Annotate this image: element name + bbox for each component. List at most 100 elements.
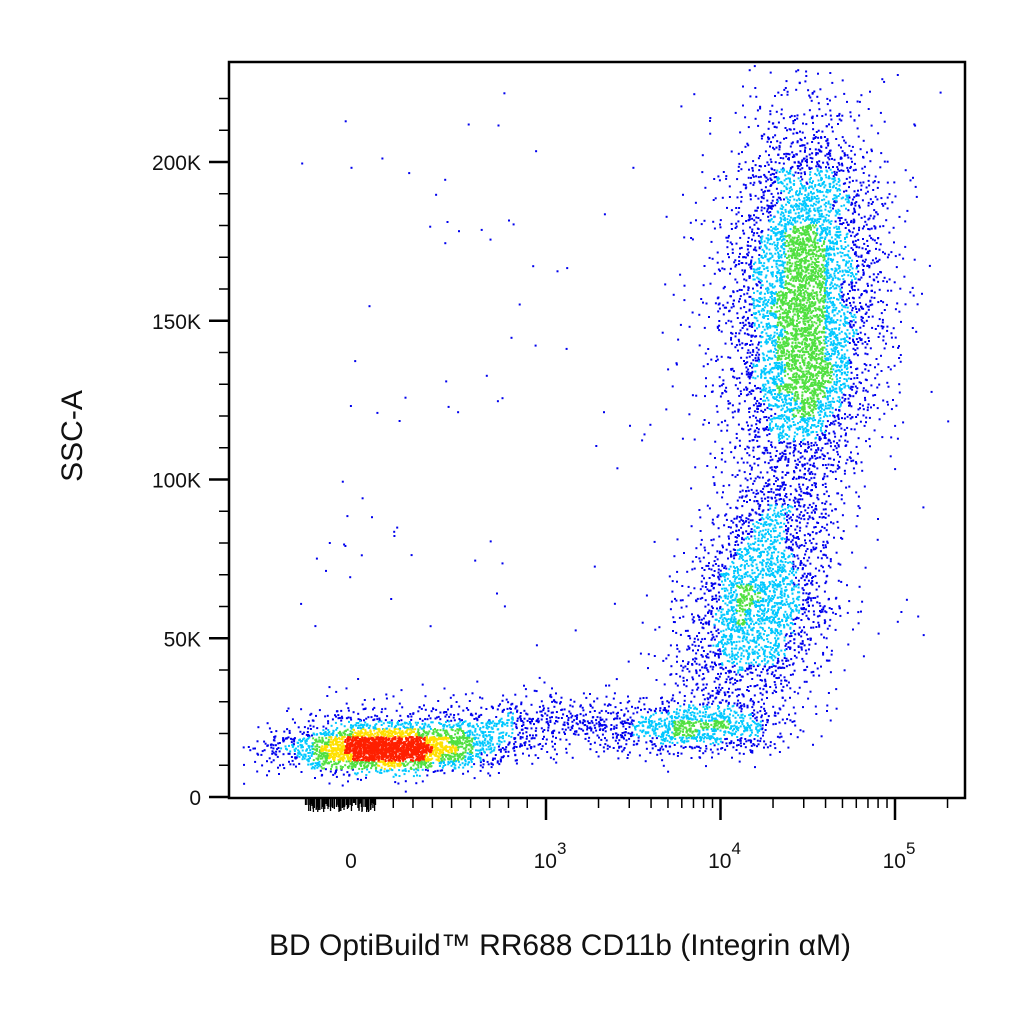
event-dot <box>701 646 704 649</box>
event-dot <box>614 739 617 742</box>
event-dot <box>272 739 275 742</box>
event-dot <box>786 464 788 467</box>
event-dot <box>806 450 808 453</box>
event-dot <box>660 745 663 748</box>
event-dot <box>680 745 683 748</box>
event-dot <box>754 722 757 725</box>
event-dot <box>817 447 820 450</box>
event-dot <box>579 713 582 716</box>
event-dot <box>871 303 874 306</box>
event-dot <box>437 700 440 702</box>
event-dot <box>685 737 688 740</box>
event-dot <box>656 753 659 756</box>
event-dot <box>717 686 720 689</box>
event-dot <box>741 496 743 499</box>
event-dot <box>426 718 429 721</box>
event-dot <box>731 531 734 534</box>
event-dot <box>780 682 783 685</box>
event-dot <box>816 615 819 618</box>
event-dot <box>705 385 707 388</box>
event-dot <box>380 772 383 774</box>
event-dot <box>568 710 571 713</box>
event-dot <box>753 685 756 688</box>
event-dot <box>818 439 821 442</box>
event-dot <box>649 423 652 426</box>
event-dot <box>519 744 522 747</box>
event-dot <box>770 202 773 205</box>
event-dot <box>822 508 825 511</box>
event-dot <box>860 382 862 385</box>
event-dot <box>579 705 582 708</box>
event-dot <box>714 302 717 305</box>
event-dot <box>735 749 738 751</box>
event-dot <box>870 150 873 153</box>
event-dot <box>287 736 290 739</box>
event-dot <box>803 611 806 614</box>
event-dot <box>580 728 583 731</box>
event-dot <box>822 458 825 460</box>
event-dot <box>347 707 350 710</box>
event-dot <box>817 498 820 501</box>
event-dot <box>848 413 851 416</box>
event-dot <box>492 720 495 723</box>
event-dot <box>786 90 789 93</box>
event-dot <box>706 703 709 706</box>
event-dot <box>769 214 772 217</box>
event-dot <box>788 498 791 501</box>
event-dot <box>774 496 777 499</box>
event-dot <box>526 735 528 738</box>
event-dot <box>554 742 556 745</box>
event-dot <box>695 672 698 675</box>
event-dot <box>831 130 834 133</box>
event-dot <box>718 675 721 678</box>
event-dot <box>291 745 294 748</box>
event-dot <box>806 548 809 550</box>
event-dot <box>519 712 522 714</box>
event-dot <box>490 726 493 729</box>
event-dot <box>443 761 445 764</box>
event-dot <box>788 545 791 548</box>
event-dot <box>676 644 678 647</box>
event-dot <box>637 735 640 738</box>
event-dot <box>334 770 337 773</box>
event-dot <box>699 747 702 750</box>
event-dot <box>826 452 829 455</box>
event-dot <box>297 745 300 748</box>
event-dot <box>753 223 756 226</box>
event-dot <box>826 475 829 478</box>
event-dot <box>746 667 748 670</box>
event-dot <box>501 397 504 400</box>
event-dot <box>298 750 301 753</box>
event-dot <box>797 477 800 480</box>
event-dot <box>348 773 351 776</box>
event-dot <box>749 499 751 501</box>
event-dot <box>420 707 423 710</box>
event-dot <box>551 700 554 703</box>
event-dot <box>776 485 779 487</box>
event-dot <box>759 725 762 728</box>
event-dot <box>738 752 741 755</box>
event-dot <box>743 285 746 288</box>
event-dot <box>766 161 769 164</box>
event-dot <box>641 621 644 624</box>
event-dot <box>335 710 338 713</box>
event-dot <box>520 703 523 706</box>
event-dot <box>571 756 574 759</box>
event-dot <box>496 592 498 595</box>
event-dot <box>801 463 804 466</box>
event-dot <box>713 570 716 572</box>
event-dot <box>501 721 504 724</box>
event-dot <box>846 154 849 157</box>
event-dot <box>803 631 806 634</box>
event-dot <box>272 747 275 750</box>
event-dot <box>755 716 758 719</box>
event-dot <box>829 109 832 112</box>
event-dot <box>475 723 478 726</box>
event-dot <box>445 711 448 713</box>
event-dot <box>758 247 761 250</box>
event-dot <box>726 246 729 249</box>
event-dot <box>780 735 783 738</box>
event-dot <box>846 611 849 614</box>
event-dot <box>343 725 346 728</box>
event-dot <box>661 331 664 334</box>
